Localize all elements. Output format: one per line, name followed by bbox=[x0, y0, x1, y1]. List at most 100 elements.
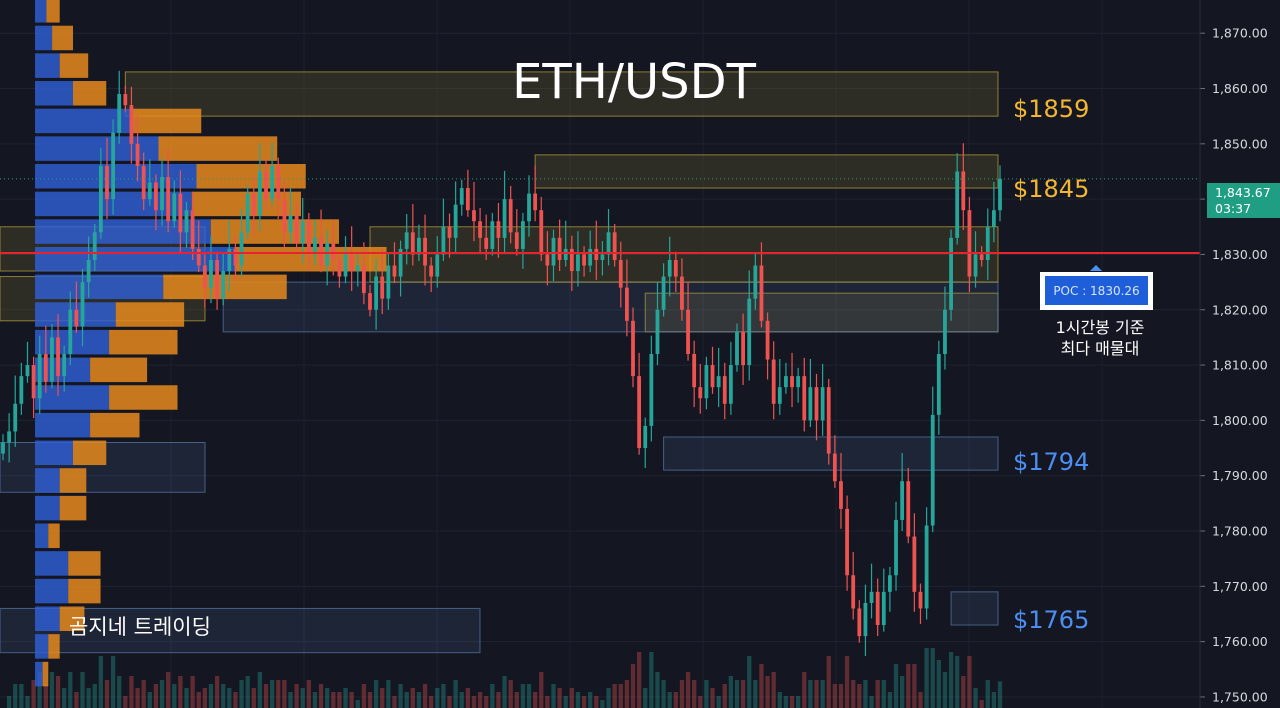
volume-bar bbox=[796, 696, 801, 708]
candle-body bbox=[582, 254, 586, 266]
candle-body bbox=[282, 199, 287, 233]
candle-121 bbox=[741, 313, 746, 385]
volume-bar bbox=[759, 664, 764, 708]
volume-bar bbox=[453, 680, 458, 708]
volume-bar bbox=[765, 676, 770, 708]
candle-94 bbox=[576, 231, 580, 287]
candle-19 bbox=[117, 70, 122, 144]
candle-body bbox=[233, 248, 238, 266]
candle-body bbox=[624, 287, 629, 321]
profile-buy-6 bbox=[35, 164, 197, 189]
volume-bar bbox=[147, 692, 152, 708]
candle-body bbox=[545, 254, 550, 266]
candle-body bbox=[839, 481, 843, 509]
candle-4 bbox=[25, 341, 30, 383]
tick-label-8: 1,790.00 bbox=[1212, 468, 1268, 483]
profile-sell-8 bbox=[210, 219, 339, 244]
volume-bar bbox=[484, 696, 489, 708]
volume-bar bbox=[435, 688, 440, 708]
candle-body bbox=[80, 282, 85, 327]
candle-body bbox=[368, 293, 372, 310]
chart-title: ETH/USDT bbox=[512, 54, 756, 110]
poc-label: POC : 1830.26 bbox=[1053, 284, 1139, 298]
candle-body bbox=[331, 243, 336, 260]
candle-body bbox=[888, 575, 892, 592]
candle-96 bbox=[588, 230, 593, 273]
candle-126 bbox=[771, 341, 776, 420]
candle-body bbox=[178, 193, 183, 233]
volume-bar bbox=[612, 684, 617, 708]
candle-97 bbox=[594, 220, 599, 280]
volume-bar bbox=[74, 692, 79, 708]
price-axis[interactable]: 1,870.001,860.001,850.001,840.001,830.00… bbox=[1199, 0, 1280, 708]
volume-bar bbox=[575, 692, 581, 708]
candle-38 bbox=[233, 235, 238, 281]
candle-body bbox=[19, 376, 24, 404]
volume-bar bbox=[373, 680, 379, 708]
volume-bar bbox=[6, 696, 12, 708]
candle-body bbox=[117, 94, 122, 133]
candle-103 bbox=[631, 307, 635, 388]
volume-bar bbox=[31, 680, 36, 708]
candle-9 bbox=[56, 314, 60, 397]
candle-body bbox=[521, 221, 525, 249]
candle-163 bbox=[998, 165, 1002, 222]
profile-buy-21 bbox=[35, 578, 69, 604]
candle-13 bbox=[80, 268, 85, 347]
tick-label-6: 1,810.00 bbox=[1212, 358, 1268, 373]
candle-23 bbox=[141, 152, 146, 211]
candle-body bbox=[784, 376, 788, 388]
volume-bar bbox=[508, 680, 513, 708]
candle-body bbox=[832, 453, 837, 482]
candle-22 bbox=[135, 115, 140, 182]
candle-body bbox=[453, 204, 458, 238]
profile-buy-5 bbox=[35, 136, 159, 161]
candle-body bbox=[472, 210, 476, 222]
candle-129 bbox=[790, 352, 794, 408]
candle-body bbox=[606, 232, 611, 255]
candle-body bbox=[404, 232, 409, 249]
candle-68 bbox=[417, 224, 421, 262]
volume-bar bbox=[618, 684, 623, 708]
candle-87 bbox=[533, 165, 538, 222]
watermark: 곰지네 트레이딩 bbox=[69, 615, 211, 639]
candle-body bbox=[160, 177, 164, 211]
level-label-1: $1845 bbox=[1013, 175, 1089, 203]
candle-body bbox=[722, 376, 727, 404]
volume-bar bbox=[679, 680, 685, 708]
poc-caption-line-2: 최다 매물대 bbox=[1061, 339, 1140, 358]
candle-131 bbox=[802, 357, 807, 432]
profile-sell-21 bbox=[68, 578, 101, 604]
profile-sell-1 bbox=[52, 25, 73, 51]
candle-65 bbox=[398, 240, 403, 297]
profile-sell-20 bbox=[68, 551, 101, 576]
volume-bar bbox=[214, 676, 220, 708]
candle-142 bbox=[869, 563, 874, 619]
volume-bar bbox=[159, 680, 165, 708]
candle-body bbox=[655, 309, 660, 354]
candle-body bbox=[912, 536, 917, 592]
volume-bar bbox=[257, 672, 263, 708]
volume-bar bbox=[569, 688, 574, 708]
profile-sell-3 bbox=[73, 81, 107, 106]
volume-bar bbox=[893, 664, 899, 708]
profile-sell-14 bbox=[109, 385, 178, 410]
volume-bar bbox=[887, 692, 893, 708]
volume-bar bbox=[502, 676, 507, 708]
candle-body bbox=[728, 365, 733, 404]
candle-106 bbox=[649, 335, 654, 442]
candle-body bbox=[820, 387, 825, 421]
volume-bar bbox=[685, 672, 691, 708]
candle-body bbox=[141, 165, 146, 200]
profile-buy-9 bbox=[35, 246, 235, 272]
candle-body bbox=[576, 254, 580, 272]
candle-8 bbox=[50, 324, 54, 389]
candle-body bbox=[361, 265, 366, 294]
profile-sell-15 bbox=[90, 412, 140, 438]
volume-bar bbox=[55, 676, 61, 708]
volume-bar bbox=[973, 688, 978, 708]
candle-148 bbox=[906, 467, 911, 544]
candle-body bbox=[790, 376, 794, 388]
candle-body bbox=[961, 171, 966, 211]
candle-76 bbox=[465, 169, 470, 217]
